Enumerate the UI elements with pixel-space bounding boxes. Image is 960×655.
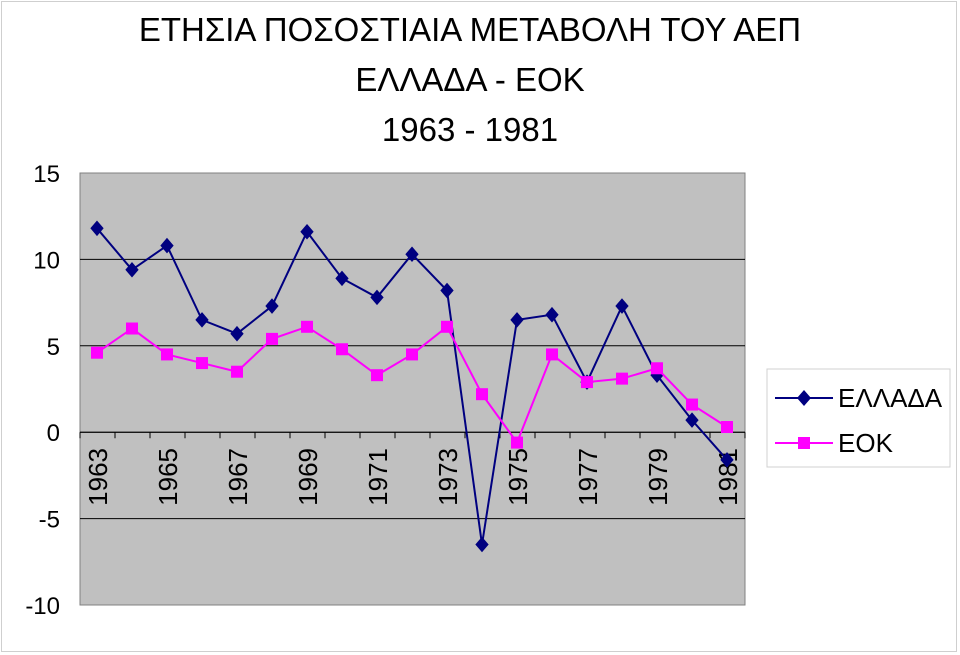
legend-marker [797,390,811,406]
x-tick-label: 1979 [643,448,673,506]
data-point [336,343,348,356]
data-point [475,536,489,553]
data-point [616,372,628,385]
y-tick-label: 5 [47,334,60,361]
data-point [160,237,174,254]
data-point [545,306,559,323]
series-layer [90,220,734,553]
data-point [685,412,699,428]
data-point [195,312,209,328]
data-point [335,270,349,287]
y-tick-label: -5 [39,507,60,534]
data-point [91,346,103,359]
data-point [196,357,208,370]
y-tick-label: 0 [47,420,60,447]
data-point [615,298,629,314]
data-point [371,369,383,382]
data-point [406,348,418,361]
data-point [370,289,384,306]
data-point [476,388,488,401]
chart-title-line-3: 1963 - 1981 [382,111,558,148]
data-point [230,325,244,342]
data-point [266,332,278,345]
y-tick-label: -10 [25,593,60,620]
plot-area [79,172,746,606]
legend-box [766,368,951,468]
x-tick-label: 1975 [503,448,533,506]
data-point [511,436,523,449]
x-tick-label: 1967 [223,448,253,506]
x-tick-label: 1965 [153,448,183,506]
data-point [161,348,173,361]
data-point [720,452,734,468]
chart-title: ΕΤΗΣΙΑ ΠΟΣΟΣΤΙΑΙΑ ΜΕΤΑΒΟΛΗ ΤΟΥ ΑΕΠ ΕΛΛΑΔ… [139,11,801,148]
data-point [301,320,313,333]
data-point [510,312,524,328]
data-point [441,320,453,333]
legend: ΕΛΛΑΔΑ ΕΟΚ [766,368,951,468]
series-2 [91,320,733,449]
data-point [90,220,104,237]
x-tick-label: 1971 [363,448,393,506]
legend-marker [798,437,810,449]
x-axis-tick-labels: 1963 1965 1967 1969 1971 1973 1975 1977 1979 1981 [83,448,743,506]
legend-label: ΕΛΛΑΔΑ [838,383,943,413]
x-axis [79,431,746,439]
y-tick-label: 10 [33,247,60,274]
chart-title-line-2: ΕΛΛΑΔΑ - ΕΟΚ [355,61,584,98]
data-point [126,322,138,335]
data-point [686,398,698,411]
x-tick-label: 1963 [83,448,113,506]
data-point [440,282,454,299]
data-point [721,421,733,434]
data-point [300,223,314,240]
data-point [405,246,419,262]
data-point [125,261,139,278]
legend-label: ΕΟΚ [838,428,894,458]
y-tick-label: 15 [33,161,60,188]
data-point [651,362,663,375]
x-tick-label: 1973 [433,448,463,506]
data-point [546,348,558,361]
x-tick-label: 1969 [293,448,323,506]
x-tick-label: 1977 [573,448,603,506]
chart-title-line-1: ΕΤΗΣΙΑ ΠΟΣΟΣΤΙΑΙΑ ΜΕΤΑΒΟΛΗ ΤΟΥ ΑΕΠ [139,11,801,48]
y-axis-tick-labels: 15 10 5 0 -5 -10 [25,161,60,620]
data-point [231,365,243,378]
data-point [581,376,593,389]
data-point [265,298,279,314]
